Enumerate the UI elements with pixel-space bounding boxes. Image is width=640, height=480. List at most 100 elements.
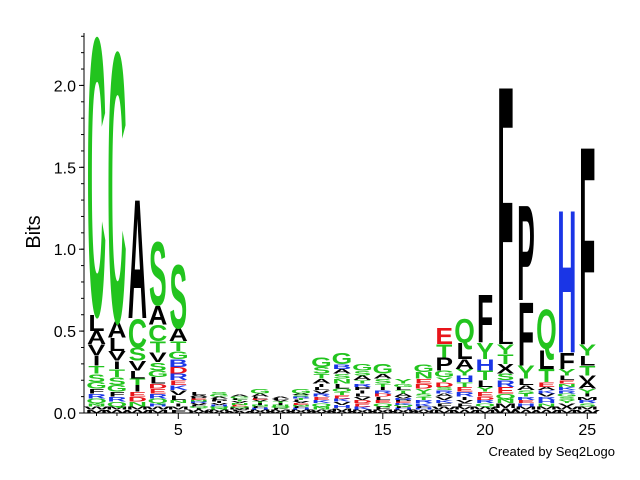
logo-letter: Q <box>495 393 516 400</box>
logo-letter: A <box>394 393 414 398</box>
logo-letter: S <box>374 378 392 385</box>
logo-letter: R <box>312 393 332 398</box>
logo-letter: E <box>354 403 372 408</box>
letter-stacks: MWNQRFGSTIVALCWMQRFGSTIVLACWMNDEITLVSCAM… <box>84 0 600 415</box>
logo-letter: S <box>169 246 187 348</box>
logo-letter: A <box>128 163 147 354</box>
logo-letter: M <box>126 406 148 411</box>
x-tick-label: 20 <box>476 422 494 439</box>
logo-letter: M <box>474 409 496 414</box>
logo-letter: M <box>535 406 557 411</box>
logo-letter: C <box>128 312 147 357</box>
logo-letter: L <box>497 327 513 348</box>
logo-letter: W <box>145 406 170 411</box>
logo-letter: H <box>332 404 351 409</box>
logo-letter: W <box>575 409 600 414</box>
logo-letter: W <box>268 411 293 414</box>
logo-letter: M <box>229 408 251 411</box>
logo-letter: T <box>457 381 473 388</box>
logo-letter: S <box>354 370 372 377</box>
logo-letter: H <box>557 167 576 396</box>
logo-letter: N <box>189 399 208 402</box>
logo-letter: N <box>557 383 576 388</box>
logo-letter: K <box>169 384 188 391</box>
x-tick-label: 25 <box>578 422 596 439</box>
logo-letter: Q <box>209 406 230 409</box>
logo-letter: P <box>354 386 372 391</box>
logo-letter: K <box>537 390 557 395</box>
x-tick-label: 15 <box>374 422 392 439</box>
logo-letter: Q <box>107 401 128 408</box>
logo-letter: A <box>291 393 311 396</box>
logo-letter: F <box>518 284 534 386</box>
logo-letter: Q <box>454 312 475 350</box>
logo-letter: Y <box>558 368 576 378</box>
logo-letter: F <box>559 349 575 374</box>
logo-letter: V <box>251 399 269 402</box>
logo-letter: H <box>537 399 556 404</box>
logo-letter: L <box>477 379 493 389</box>
y-axis-label: Bits <box>23 215 45 248</box>
logo-letter: D <box>475 396 494 401</box>
logo-letter: A <box>373 373 392 380</box>
logo-letter: I <box>461 396 468 401</box>
logo-letter: W <box>248 411 273 414</box>
logo-letter: R <box>87 393 106 400</box>
logo-letter: R <box>475 399 495 404</box>
y-tick-label: 2.0 <box>54 78 76 95</box>
logo-letter: F <box>375 406 391 411</box>
logo-letter: M <box>147 409 169 414</box>
logo-letter: T <box>538 365 554 386</box>
logo-letter: L <box>354 393 371 398</box>
logo-letter: F <box>395 406 411 409</box>
logo-letter: A <box>230 395 250 398</box>
logo-letter: H <box>210 404 229 407</box>
logo-letter: Y <box>558 399 576 404</box>
logo-letter: M <box>208 409 230 412</box>
logo-letter: W <box>207 411 232 414</box>
logo-letter: L <box>150 376 166 386</box>
logo-letter: Q <box>148 398 169 405</box>
logo-letter: C <box>148 322 167 347</box>
logo-letter: L <box>191 391 208 396</box>
logo-letter: E <box>517 399 535 404</box>
logo-letter: M <box>494 402 516 409</box>
logo-letter: I <box>256 403 263 406</box>
logo-letter: M <box>290 409 312 412</box>
logo-letter: G <box>434 369 455 379</box>
logo-letter: I <box>113 359 120 371</box>
logo-letter: V <box>169 389 187 396</box>
logo-letter: D <box>128 396 147 403</box>
logo-letter: L <box>170 394 186 401</box>
logo-letter: M <box>310 411 332 414</box>
logo-letter: E <box>190 398 208 401</box>
logo-letter: R <box>537 396 557 401</box>
logo-letter: I <box>195 408 202 411</box>
logo-letter: V <box>456 399 474 404</box>
logo-letter: S <box>149 223 167 325</box>
logo-letter: W <box>432 406 457 411</box>
logo-letter: I <box>277 403 284 406</box>
logo-letter: K <box>312 399 332 404</box>
logo-letter: P <box>210 399 228 402</box>
logo-letter: H <box>414 408 433 411</box>
logo-letter: W <box>329 411 354 414</box>
logo-letter: W <box>350 411 375 414</box>
logo-letter: R <box>557 390 577 395</box>
logo-letter: L <box>313 386 330 391</box>
logo-letter: W <box>391 411 416 414</box>
logo-letter: A <box>189 395 209 398</box>
logo-letter: V <box>292 401 310 404</box>
logo-letter: G <box>557 393 578 398</box>
logo-letter: S <box>333 373 351 380</box>
logo-letter: E <box>497 386 515 396</box>
logo-letter: V <box>333 401 351 406</box>
logo-letter: Y <box>456 368 474 378</box>
logo-letter: M <box>331 408 353 413</box>
logo-letter: V <box>272 399 290 402</box>
logo-letter: G <box>229 396 250 399</box>
logo-letter: W <box>513 409 538 414</box>
logo-letter: Y <box>517 362 535 383</box>
logo-letter: V <box>190 403 208 406</box>
logo-letter: T <box>579 364 595 379</box>
